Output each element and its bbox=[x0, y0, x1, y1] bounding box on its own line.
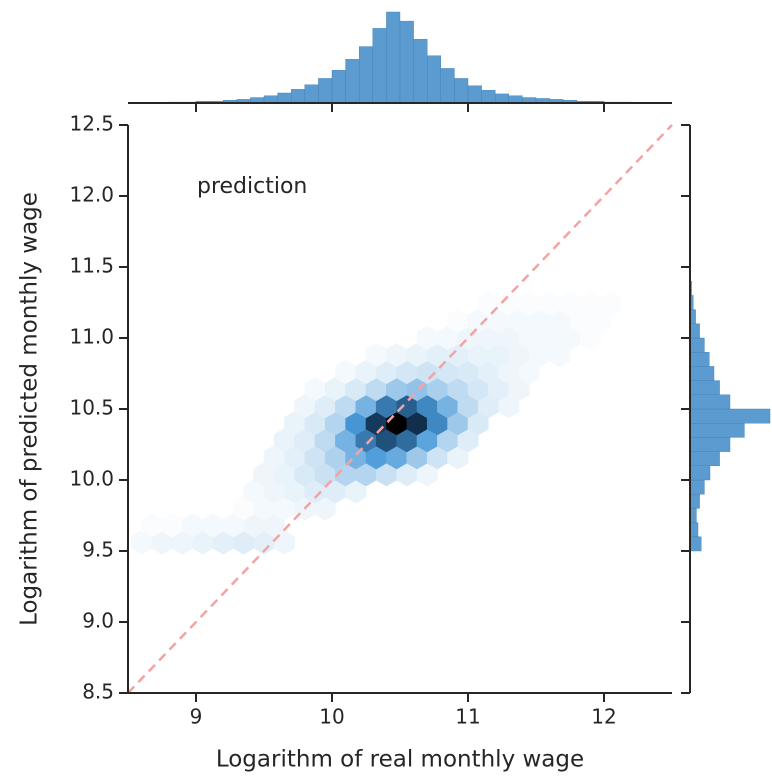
x-tick-label: 10 bbox=[319, 705, 344, 729]
marginal-y-bar bbox=[690, 523, 698, 537]
marginal-y-bar bbox=[690, 480, 704, 494]
marginal-x-bar bbox=[291, 89, 305, 103]
marginal-y-bar bbox=[690, 338, 704, 352]
identity-line bbox=[128, 125, 672, 693]
marginal-x-bar bbox=[400, 21, 414, 103]
marginal-x-bar bbox=[264, 96, 278, 103]
y-tick-label: 12.0 bbox=[69, 183, 114, 207]
marginal-y-bar bbox=[690, 381, 720, 395]
y-axis-label: Logarithm of predicted monthly wage bbox=[17, 192, 43, 626]
marginal-y-bar bbox=[690, 466, 710, 480]
marginal-x-bar bbox=[495, 94, 509, 103]
marginal-x-bar bbox=[346, 59, 360, 103]
y-tick-label: 12.5 bbox=[69, 112, 114, 136]
marginal-x-bar bbox=[441, 68, 455, 103]
x-tick-label: 12 bbox=[591, 705, 616, 729]
marginal-y-bar bbox=[690, 537, 701, 551]
y-tick-label: 10.0 bbox=[69, 467, 114, 491]
marginal-y-bar bbox=[690, 494, 700, 508]
y-tick-label: 11.0 bbox=[69, 325, 114, 349]
marginal-x-bar bbox=[332, 70, 346, 103]
marginal-y-bar bbox=[690, 437, 730, 451]
x-axis-label: Logarithm of real monthly wage bbox=[216, 747, 584, 773]
marginal-x-bar bbox=[278, 93, 292, 103]
marginal-x-bar bbox=[359, 47, 373, 103]
marginal-y-bar bbox=[690, 423, 744, 437]
marginal-x-bar bbox=[414, 39, 428, 103]
x-tick-label: 9 bbox=[190, 705, 203, 729]
hexbin-layer bbox=[131, 292, 621, 554]
y-tick-label: 8.5 bbox=[82, 680, 114, 704]
marginal-y-bar bbox=[690, 366, 714, 380]
y-tick-label: 9.5 bbox=[82, 538, 114, 562]
x-tick-label: 11 bbox=[455, 705, 480, 729]
marginal-y-bar bbox=[690, 324, 700, 338]
marginal-x-bar bbox=[509, 96, 523, 103]
marginal-x-bar bbox=[482, 90, 496, 103]
marginal-y-bar bbox=[690, 352, 709, 366]
marginal-x-bar bbox=[318, 78, 332, 103]
marginal-x-bar bbox=[373, 28, 387, 103]
y-tick-label: 11.5 bbox=[69, 254, 114, 278]
marginal-x-bar bbox=[454, 78, 468, 103]
marginal-x-bar bbox=[305, 85, 319, 103]
y-tick-label: 9.0 bbox=[82, 609, 114, 633]
marginal-x-bar bbox=[386, 12, 400, 103]
marginal-y-bar bbox=[690, 395, 730, 409]
y-tick-label: 10.5 bbox=[69, 396, 114, 420]
marginal-y-bar bbox=[690, 452, 720, 466]
marginal-x-bar bbox=[468, 86, 482, 103]
annotation: prediction bbox=[197, 174, 307, 199]
marginal-x-bar bbox=[427, 56, 441, 103]
marginal-y-bar bbox=[690, 409, 770, 423]
